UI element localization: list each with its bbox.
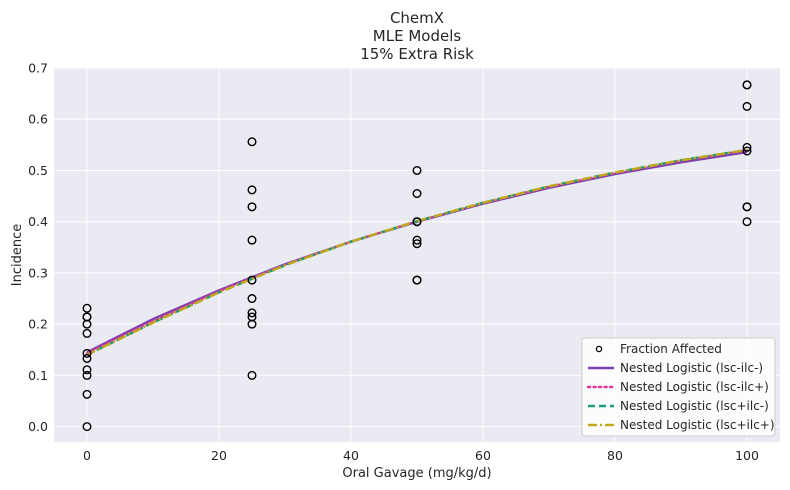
- legend: Fraction Affected Nested Logistic (lsc-il…: [581, 337, 776, 437]
- y-axis-ticks: 0.0 0.1 0.2 0.3 0.4 0.5 0.6 0.7: [28, 61, 48, 435]
- data-points: [82, 80, 752, 432]
- y-tick-label: 0.3: [28, 265, 48, 280]
- data-point: [82, 370, 92, 380]
- y-tick-label: 0.4: [28, 214, 48, 229]
- data-point: [742, 101, 752, 111]
- data-point: [412, 165, 422, 175]
- data-point: [82, 365, 92, 375]
- data-point: [247, 370, 257, 380]
- y-tick-label: 0.0: [28, 419, 48, 434]
- data-point: [247, 202, 257, 212]
- data-point: [82, 348, 92, 358]
- data-point: [247, 235, 257, 245]
- data-point: [247, 275, 257, 285]
- data-point: [247, 294, 257, 304]
- data-point: [247, 312, 257, 322]
- chart-title-line-2: MLE Models: [373, 27, 462, 45]
- model-curve: [86, 148, 748, 356]
- legend-label: Nested Logistic (lsc+ilc+): [620, 418, 775, 432]
- x-tick-label: 80: [607, 448, 623, 463]
- x-tick-label: 100: [735, 448, 759, 463]
- y-tick-label: 0.1: [28, 368, 48, 383]
- legend-label: Nested Logistic (lsc+ilc-): [620, 399, 769, 413]
- data-point: [412, 189, 422, 199]
- data-point: [82, 422, 92, 432]
- x-tick-label: 20: [211, 448, 227, 463]
- data-point: [247, 137, 257, 147]
- chart-title-line-1: ChemX: [390, 9, 444, 27]
- x-axis-label: Oral Gavage (mg/kg/d): [342, 466, 491, 481]
- y-tick-label: 0.6: [28, 112, 48, 127]
- data-point: [412, 275, 422, 285]
- x-tick-label: 60: [475, 448, 491, 463]
- data-point: [742, 202, 752, 212]
- data-point: [82, 353, 92, 363]
- x-tick-label: 0: [83, 448, 91, 463]
- data-point: [82, 312, 92, 322]
- data-point: [247, 185, 257, 195]
- data-point: [82, 389, 92, 399]
- legend-label: Nested Logistic (lsc-ilc-): [620, 361, 763, 375]
- data-point: [82, 303, 92, 313]
- data-point: [742, 80, 752, 90]
- x-axis-ticks: 0 20 40 60 80 100: [83, 448, 759, 463]
- data-point: [247, 308, 257, 318]
- legend-marker: [595, 345, 603, 353]
- legend-box: [581, 337, 776, 437]
- legend-label: Nested Logistic (lsc-ilc+): [620, 380, 769, 394]
- data-point: [742, 146, 752, 156]
- y-tick-label: 0.7: [28, 61, 48, 76]
- data-point: [82, 328, 92, 338]
- data-point: [412, 235, 422, 245]
- y-tick-label: 0.2: [28, 317, 48, 332]
- model-curves: [85, 148, 749, 356]
- legend-label: Fraction Affected: [620, 342, 722, 356]
- y-tick-label: 0.5: [28, 163, 48, 178]
- chart-title-line-3: 15% Extra Risk: [360, 45, 474, 63]
- data-point: [742, 217, 752, 227]
- data-point: [742, 142, 752, 152]
- x-tick-label: 40: [343, 448, 359, 463]
- y-axis-label: Incidence: [10, 224, 25, 286]
- data-point: [412, 239, 422, 249]
- data-point: [412, 217, 422, 227]
